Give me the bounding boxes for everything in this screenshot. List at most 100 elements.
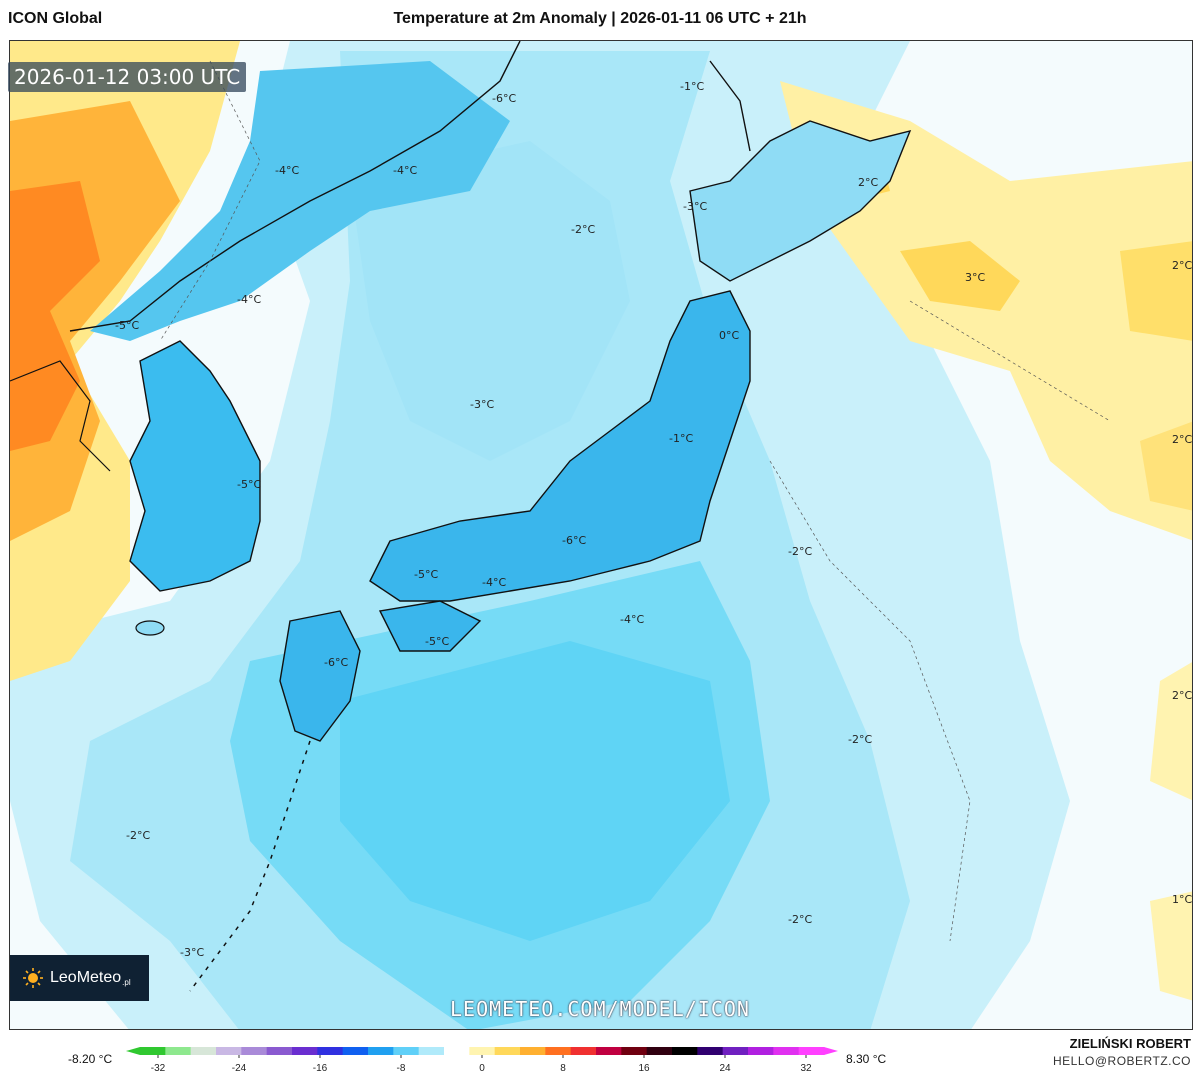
anomaly-value-label: -2°C <box>848 733 872 746</box>
colorbar-segment <box>494 1047 521 1055</box>
contour-line <box>159 60 261 342</box>
anomaly-value-label: -3°C <box>683 200 707 213</box>
colorbar-segment <box>545 1047 572 1055</box>
logo-name: LeoMeteo <box>50 969 122 986</box>
colorbar-segment <box>418 1047 445 1055</box>
china-coast <box>10 360 111 472</box>
colorbar: -32 -24 -16 -8 0 8 16 24 32 <box>126 1047 838 1073</box>
anomaly-value-label: -3°C <box>470 398 494 411</box>
logo-suffix: .pl <box>122 978 131 987</box>
sun-icon <box>23 968 43 988</box>
valid-time-badge: 2026-01-12 03:00 UTC <box>8 62 247 92</box>
colorbar-tick-label: 0 <box>479 1063 485 1073</box>
warm-core-east-3 <box>1140 421 1192 511</box>
author-email: HELLO@ROBERTZ.CO <box>1053 1054 1191 1068</box>
anomaly-value-label: -2°C <box>788 913 812 926</box>
colorbar-min-arrow <box>126 1047 140 1055</box>
anomaly-value-label: 2°C <box>858 176 878 189</box>
colorbar-segment <box>368 1047 394 1055</box>
colorbar-segment <box>216 1047 242 1055</box>
anomaly-value-label: 0°C <box>719 329 739 342</box>
jeju-island <box>135 620 165 636</box>
warm-core-east-1 <box>900 241 1020 311</box>
colorbar-segment <box>672 1047 698 1055</box>
colorbar-tick-label: 32 <box>800 1063 812 1073</box>
anomaly-value-label: -5°C <box>237 478 261 491</box>
korea-peninsula <box>129 340 261 592</box>
anomaly-value-label: -6°C <box>324 656 348 669</box>
anomaly-value-label: -3°C <box>180 946 204 959</box>
anomaly-value-label: 2°C <box>1172 433 1192 446</box>
colorbar-segment <box>444 1047 470 1055</box>
colorbar-segment <box>190 1047 217 1055</box>
colorbar-tick-label: -8 <box>397 1063 406 1073</box>
site-watermark: LEOMETEO.COM/MODEL/ICON <box>450 997 750 1021</box>
anomaly-value-label: 2°C <box>1172 689 1192 702</box>
colorbar-max-label: 8.30 °C <box>846 1052 887 1066</box>
colorbar-segment <box>165 1047 192 1055</box>
warm-patch-east-5 <box>1150 891 1192 1001</box>
anomaly-value-label: -2°C <box>571 223 595 236</box>
anomaly-value-label: -1°C <box>669 432 693 445</box>
hokkaido <box>689 120 912 282</box>
anomaly-value-label: -5°C <box>115 319 139 332</box>
colorbar-segment <box>697 1047 724 1055</box>
colorbar-segment <box>621 1047 648 1055</box>
colorbar-segment <box>241 1047 268 1055</box>
anomaly-value-label: -4°C <box>237 293 261 306</box>
contour-line <box>909 300 1111 422</box>
anomaly-value-label: -4°C <box>275 164 299 177</box>
colorbar-segment <box>722 1047 749 1055</box>
warm-patch-east-4 <box>1150 662 1192 801</box>
colorbar-segment <box>140 1047 166 1055</box>
shikoku <box>378 600 482 652</box>
colorbar-tick-label: -16 <box>313 1063 328 1073</box>
colorbar-segment <box>596 1047 622 1055</box>
colorbar-segment <box>469 1047 496 1055</box>
colorbar-segment <box>570 1047 597 1055</box>
anomaly-value-label: -5°C <box>414 568 438 581</box>
anomaly-value-label: -4°C <box>482 576 506 589</box>
colorbar-segment <box>520 1047 546 1055</box>
kyushu <box>279 610 361 742</box>
colorbar-tick-label: 16 <box>638 1063 650 1073</box>
colorbar-segment <box>292 1047 318 1055</box>
anomaly-value-label: -6°C <box>562 534 586 547</box>
anomaly-value-label: 3°C <box>965 271 985 284</box>
anomaly-value-label: -4°C <box>393 164 417 177</box>
colorbar-segment <box>773 1047 800 1055</box>
leometeo-logo: LeoMeteo .pl <box>10 955 149 1001</box>
colorbar-tick-label: -24 <box>232 1063 247 1073</box>
colorbar-max-arrow <box>824 1047 838 1055</box>
colorbar-segment <box>798 1047 825 1055</box>
contour-line <box>769 460 971 942</box>
anomaly-value-label: -5°C <box>425 635 449 648</box>
anomaly-value-label: 2°C <box>1172 259 1192 272</box>
anomaly-value-label: -4°C <box>620 613 644 626</box>
colorbar-tick-label: 24 <box>719 1063 731 1073</box>
map-canvas: -1°C -6°C -4°C -4°C 2°C -3°C -2°C 3°C 2°C -4°C -5°… <box>10 41 1192 1029</box>
colorbar-segment <box>342 1047 369 1055</box>
author-name: ZIELIŃSKI ROBERT <box>1069 1036 1191 1051</box>
honshu <box>369 290 751 602</box>
warm-core-east-2 <box>1120 241 1192 341</box>
anomaly-value-label: -2°C <box>126 829 150 842</box>
ryukyu-islands <box>189 740 311 992</box>
colorbar-segment <box>393 1047 420 1055</box>
colorbar-segment <box>317 1047 344 1055</box>
sakhalin-coast <box>709 60 751 152</box>
colorbar-min-label: -8.20 °C <box>68 1052 113 1066</box>
colorbar-segment <box>646 1047 673 1055</box>
warm-field-east <box>780 81 1192 541</box>
anomaly-value-label: 1°C <box>1172 893 1192 906</box>
anomaly-value-label: -1°C <box>680 80 704 93</box>
sea-of-japan-field <box>350 141 630 461</box>
map-title: Temperature at 2m Anomaly | 2026-01-11 0… <box>393 10 807 27</box>
anomaly-value-label: -2°C <box>788 545 812 558</box>
colorbar-segment <box>266 1047 293 1055</box>
anomaly-value-label: -6°C <box>492 92 516 105</box>
colorbar-segment <box>748 1047 774 1055</box>
colorbar-tick-label: -32 <box>151 1063 166 1073</box>
colorbar-tick-label: 8 <box>560 1063 566 1073</box>
model-name: ICON Global <box>8 10 103 27</box>
